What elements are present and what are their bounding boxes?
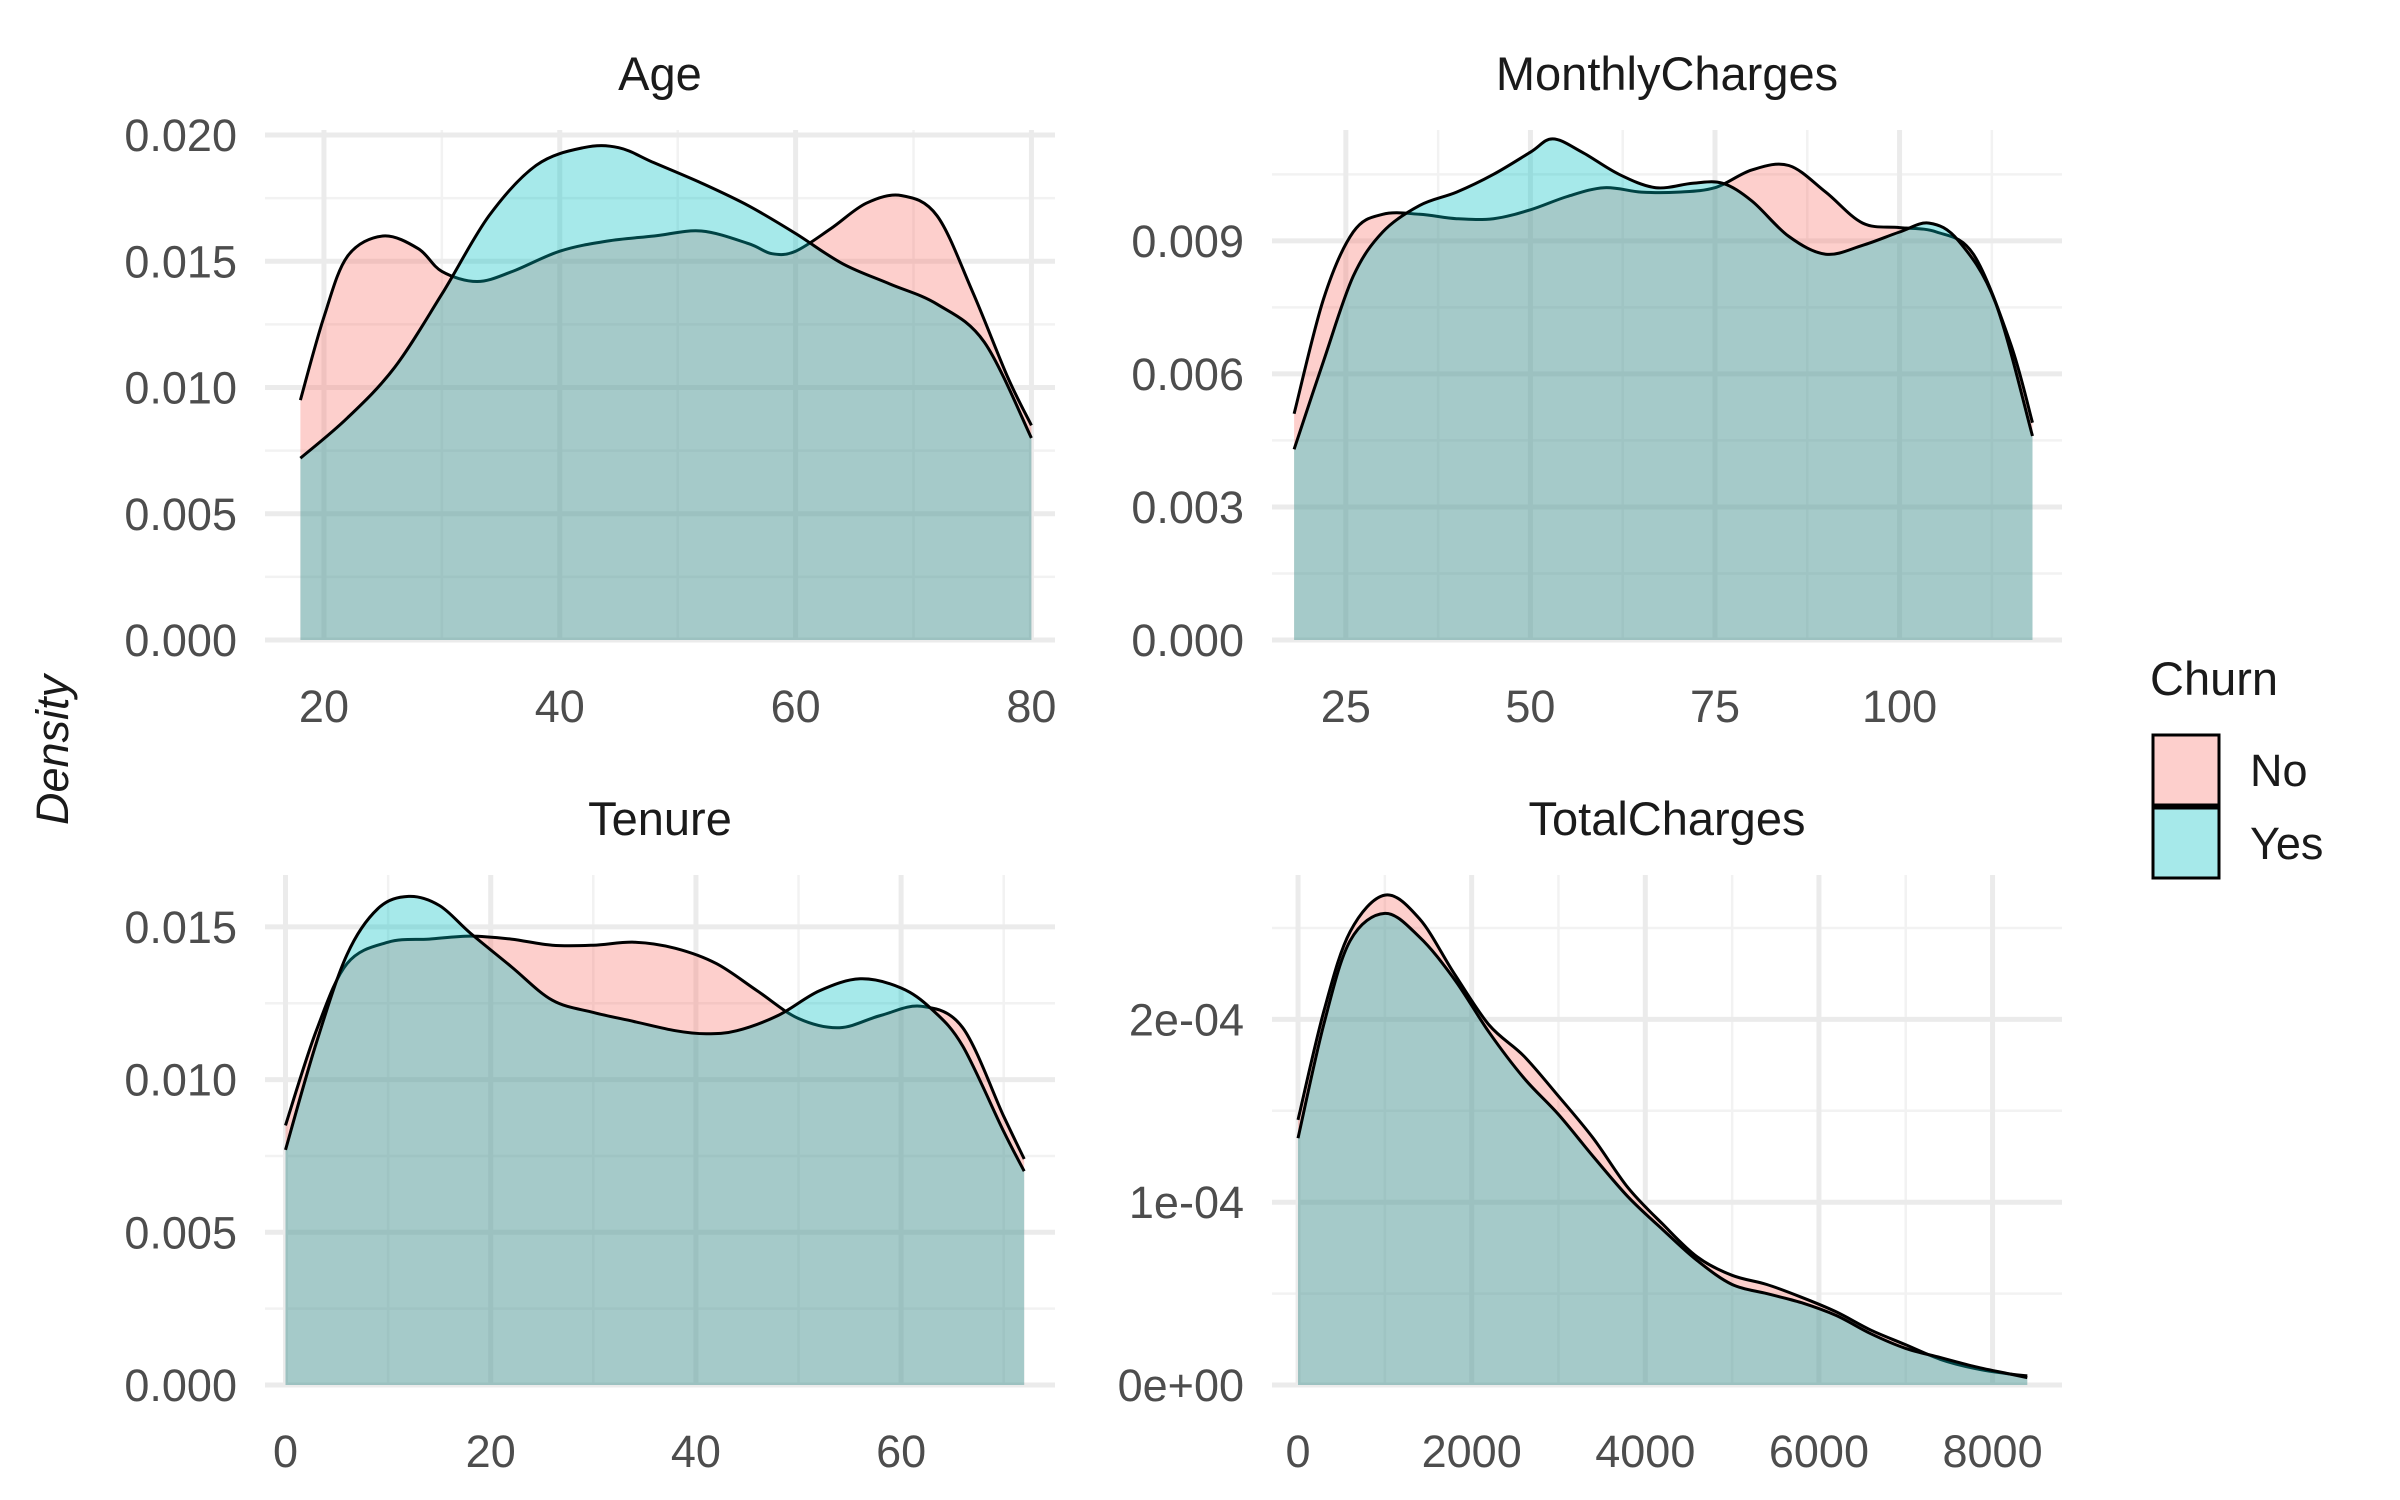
density-line-totalcharges-no (1296, 893, 2028, 1378)
density-area-age-no (300, 195, 1032, 640)
y-tick-label: 0e+00 (1118, 1360, 1244, 1411)
x-tick-label: 2000 (1422, 1426, 1522, 1477)
x-tick-label: 40 (671, 1426, 721, 1477)
legend: Churn No Yes (2150, 652, 2323, 880)
y-tick-label: 0.000 (124, 1360, 237, 1411)
density-area-monthlycharges-yes (1294, 138, 2033, 640)
density-area-tenure-no (285, 936, 1025, 1385)
density-area-monthlycharges-no (1294, 164, 2033, 640)
y-tick-label: 0.003 (1131, 482, 1244, 533)
panel-title-totalcharges: TotalCharges (1529, 792, 1806, 845)
panel-monthlycharges: MonthlyCharges 25 50 75 100 0.000 0.003 0.006 0.… (1131, 47, 2062, 732)
x-tick-label: 80 (1006, 681, 1056, 732)
y-tick-label: 0.020 (124, 110, 237, 161)
minor-grid-age (265, 130, 1055, 640)
x-tick-label: 100 (1862, 681, 1937, 732)
y-tick-label: 0.005 (124, 489, 237, 540)
y-tick-label: 0.010 (124, 363, 237, 414)
x-tick-label: 4000 (1595, 1426, 1695, 1477)
y-tick-label: 0.015 (124, 902, 237, 953)
panel-title-tenure: Tenure (588, 792, 732, 845)
y-tick-label: 0.009 (1131, 216, 1244, 267)
y-tick-label: 0.000 (124, 615, 237, 666)
density-area-totalcharges-yes (1298, 913, 2028, 1385)
density-line-tenure-no (284, 934, 1026, 1160)
legend-label-yes: Yes (2250, 818, 2323, 869)
y-tick-label: 0.000 (1131, 615, 1244, 666)
x-tick-label: 0 (1286, 1426, 1311, 1477)
density-area-age-yes (300, 145, 1032, 640)
density-line-totalcharges-yes (1296, 911, 2028, 1380)
y-tick-label: 0.015 (124, 236, 237, 287)
x-tick-label: 8000 (1942, 1426, 2042, 1477)
x-tick-label: 40 (535, 681, 585, 732)
x-tick-label: 50 (1505, 681, 1555, 732)
density-line-tenure-yes (284, 894, 1026, 1172)
x-tick-label: 75 (1690, 681, 1740, 732)
major-grid-age (265, 130, 1055, 643)
minor-grid-totalcharges (1272, 875, 2062, 1385)
major-grid-monthlycharges (1272, 130, 2062, 643)
facet-panels: Age 20 40 60 80 0.000 0.005 0.010 0.015 0.020 Mont… (124, 47, 2062, 1477)
x-tick-label: 60 (876, 1426, 926, 1477)
y-tick-label: 1e-04 (1129, 1177, 1244, 1228)
density-line-age-no (298, 193, 1033, 427)
x-tick-label: 20 (299, 681, 349, 732)
y-tick-label: 0.006 (1131, 349, 1244, 400)
x-tick-label: 0 (273, 1426, 298, 1477)
legend-key-yes (2151, 806, 2221, 880)
density-line-monthlycharges-no (1292, 162, 2034, 424)
panel-title-monthlycharges: MonthlyCharges (1496, 47, 1838, 100)
legend-title: Churn (2150, 652, 2278, 705)
x-tick-label: 20 (466, 1426, 516, 1477)
major-grid-totalcharges (1272, 875, 2062, 1388)
density-area-tenure-yes (285, 896, 1025, 1385)
panel-age: Age 20 40 60 80 0.000 0.005 0.010 0.015 0.020 (124, 47, 1056, 732)
density-line-age-yes (299, 144, 1033, 460)
y-tick-label: 0.010 (124, 1055, 237, 1106)
x-tick-label: 25 (1321, 681, 1371, 732)
major-grid-tenure (265, 875, 1055, 1388)
panel-totalcharges: TotalCharges 0 2000 4000 6000 8000 0e+00 1e-04 2… (1118, 792, 2062, 1477)
y-tick-label: 2e-04 (1129, 994, 1244, 1045)
panel-tenure: Tenure 0 20 40 60 0.000 0.005 0.010 0.015 (124, 792, 1055, 1477)
legend-key-no (2151, 733, 2221, 807)
legend-label-no: No (2250, 745, 2308, 796)
y-tick-label: 0.005 (124, 1207, 237, 1258)
x-tick-label: 60 (771, 681, 821, 732)
panel-title-age: Age (618, 47, 702, 100)
density-line-monthlycharges-yes (1292, 137, 2034, 450)
x-tick-label: 6000 (1769, 1426, 1869, 1477)
y-axis-title: Density (27, 672, 78, 825)
